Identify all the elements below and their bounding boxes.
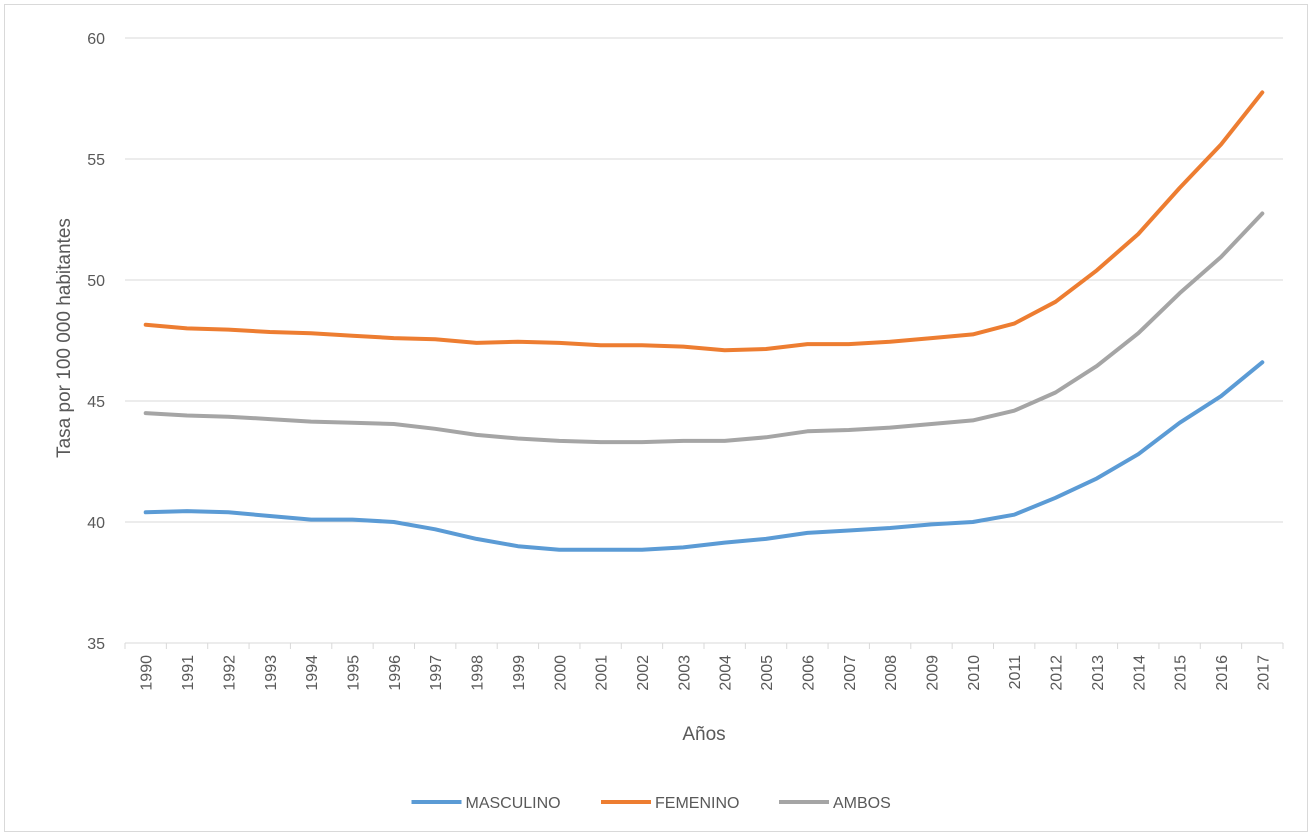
legend-label: FEMENINO (655, 795, 739, 812)
x-tick-label: 2006 (800, 655, 817, 691)
y-tick-label: 45 (87, 394, 105, 411)
y-tick-label: 35 (87, 636, 105, 653)
x-tick-label: 2004 (718, 655, 735, 691)
x-tick-label: 2016 (1214, 655, 1231, 691)
x-tick-label: 2003 (676, 655, 693, 691)
x-tick-label: 2001 (594, 655, 611, 691)
x-tick-label: 1999 (511, 655, 528, 691)
legend-item-ambos: AMBOS (779, 795, 891, 812)
x-tick-label: 2014 (1131, 655, 1148, 691)
legend-label: AMBOS (833, 795, 891, 812)
series-lines (143, 90, 1265, 552)
x-tick-label: 2008 (883, 655, 900, 691)
x-tick-label: 1990 (139, 655, 156, 691)
x-tick-label: 2015 (1173, 655, 1190, 691)
legend-item-masculino: MASCULINO (411, 795, 561, 812)
gridlines (124, 37, 1284, 649)
x-tick-label: 2013 (1090, 655, 1107, 691)
y-tick-label: 55 (87, 152, 105, 169)
x-tick-label: 1998 (470, 655, 487, 691)
x-tick-label: 1995 (345, 655, 362, 691)
x-tick-label: 2007 (842, 655, 859, 691)
x-tick-label: 1991 (180, 655, 197, 691)
x-axis-ticks: 1990 1991 1992 1993 1994 1995 1996 1997 1998 1999… (139, 655, 1273, 691)
x-tick-label: 1993 (263, 655, 280, 691)
x-tick-label: 2017 (1255, 655, 1272, 691)
y-axis-label: Tasa por 100 000 habitantes (54, 218, 75, 458)
series-line-ambos (143, 211, 1265, 445)
y-tick-label: 50 (87, 273, 105, 290)
legend-item-femenino: FEMENINO (601, 795, 739, 812)
y-tick-label: 40 (87, 515, 105, 532)
x-tick-label: 2000 (552, 655, 569, 691)
x-tick-label: 1994 (304, 655, 321, 691)
x-axis-label: Años (682, 724, 725, 745)
series-line-masculino (143, 360, 1265, 552)
y-axis-ticks: 35 40 45 50 55 60 (87, 31, 105, 653)
x-tick-label: 1992 (221, 655, 238, 691)
x-tick-label: 1996 (387, 655, 404, 691)
x-tick-label: 2005 (759, 655, 776, 691)
series-line-femenino (143, 90, 1265, 353)
x-tick-label: 2002 (635, 655, 652, 691)
x-tick-label: 2011 (1007, 655, 1024, 690)
x-tick-label: 2009 (924, 655, 941, 691)
legend-label: MASCULINO (466, 795, 561, 812)
legend: MASCULINO FEMENINO AMBOS (411, 795, 891, 812)
x-tick-label: 2010 (966, 655, 983, 691)
x-tick-label: 2012 (1049, 655, 1066, 691)
x-tick-label: 1997 (428, 655, 445, 691)
y-tick-label: 60 (87, 31, 105, 48)
